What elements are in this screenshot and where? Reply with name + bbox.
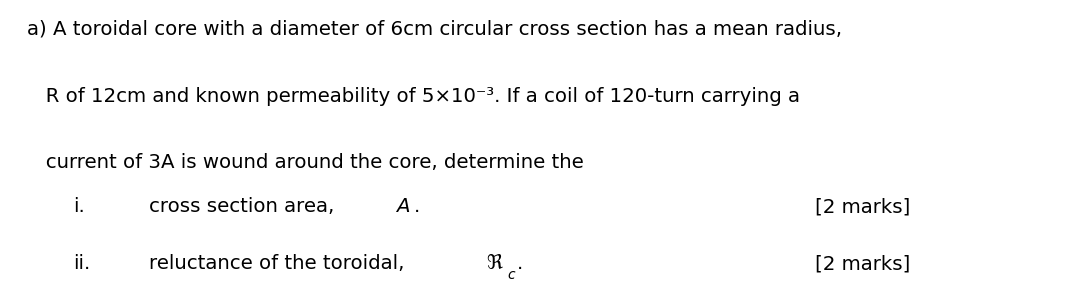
Text: current of 3A is wound around the core, determine the: current of 3A is wound around the core, … (27, 153, 584, 172)
Text: [2 marks]: [2 marks] (815, 197, 910, 216)
Text: ℜ: ℜ (487, 254, 503, 273)
Text: .: . (414, 197, 420, 216)
Text: ii.: ii. (73, 254, 91, 273)
Text: a) A toroidal core with a diameter of 6cm circular cross section has a mean radi: a) A toroidal core with a diameter of 6c… (27, 20, 842, 39)
Text: R of 12cm and known permeability of 5×10⁻³. If a coil of 120-turn carrying a: R of 12cm and known permeability of 5×10… (27, 87, 800, 106)
Text: reluctance of the toroidal,: reluctance of the toroidal, (149, 254, 410, 273)
Text: A: A (396, 197, 409, 216)
Text: .: . (517, 254, 524, 273)
Text: c: c (508, 268, 515, 282)
Text: i.: i. (73, 197, 85, 216)
Text: [2 marks]: [2 marks] (815, 254, 910, 273)
Text: cross section area,: cross section area, (149, 197, 340, 216)
